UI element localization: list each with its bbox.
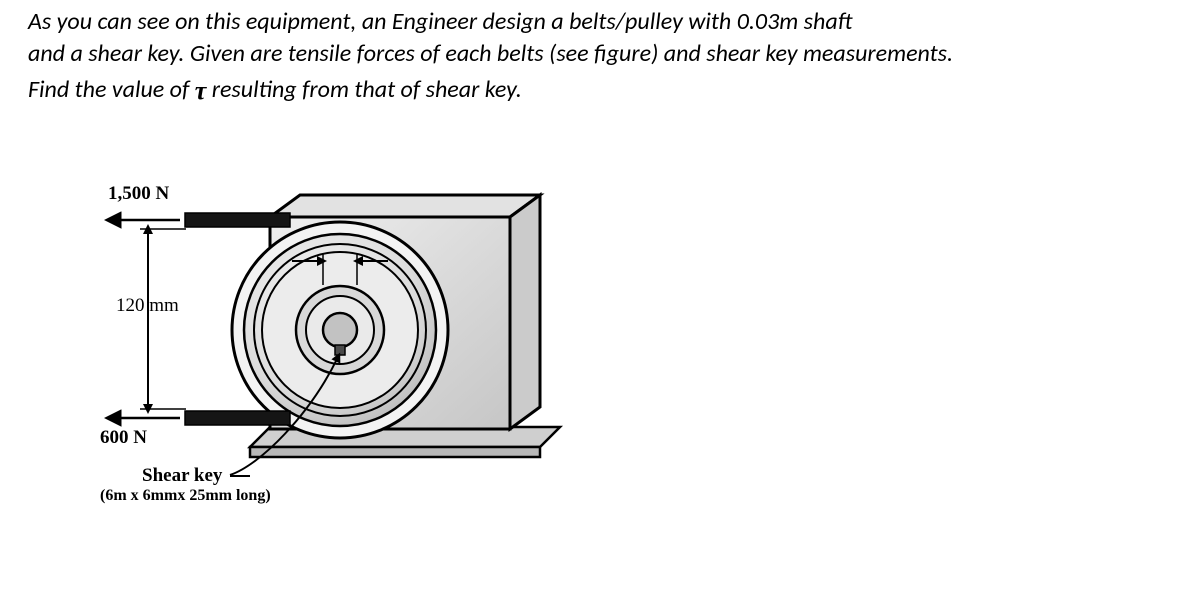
problem-line-3-pre: Find the value of (28, 75, 195, 104)
problem-line-3-post: resulting from that of shear key. (206, 75, 522, 104)
pulley-radius-dimension (140, 229, 186, 409)
figure: 1,500 N 120 mm 600 N 30 mm Shear key (6m… (100, 165, 580, 585)
problem-line-2: and a shear key. Given are tensile force… (28, 39, 953, 68)
figure-svg (100, 165, 580, 525)
shear-key-icon (335, 345, 345, 355)
pulley (232, 222, 448, 438)
problem-line-1: As you can see on this equipment, an Eng… (28, 7, 852, 36)
problem-statement: As you can see on this equipment, an Eng… (28, 6, 1148, 106)
tau-symbol: τ (195, 73, 207, 108)
